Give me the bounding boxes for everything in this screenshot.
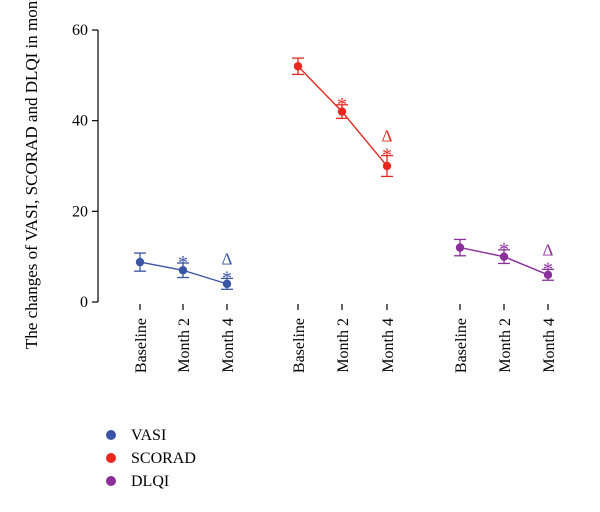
x-category-label: Month 4	[220, 318, 237, 373]
legend-item-dlqi: DLQI	[106, 473, 169, 490]
data-point-vasi	[178, 266, 188, 275]
data-point-scorad	[293, 62, 303, 71]
x-category-label: Baseline	[133, 318, 150, 373]
data-point-dlqi	[543, 270, 553, 279]
x-category-label: Month 4	[541, 318, 558, 373]
x-category-label: Baseline	[291, 318, 308, 373]
data-point-scorad	[337, 107, 347, 116]
plot-area: **Δ**Δ**Δ	[134, 57, 554, 290]
significance-delta: Δ	[543, 240, 554, 259]
y-tick-label: 20	[72, 203, 88, 220]
legend-label: DLQI	[131, 473, 169, 490]
data-point-scorad	[382, 161, 392, 171]
series-vasi: **Δ	[134, 249, 233, 290]
significance-star: *	[178, 252, 188, 274]
y-axis-label: The changes of VASI, SCORAD and DLQI in …	[22, 0, 41, 349]
y-tick-label: 0	[80, 294, 88, 311]
y-axis: 0 20 40 60	[72, 22, 99, 311]
significance-star: *	[382, 145, 392, 167]
y-tick-label: 40	[72, 113, 88, 130]
significance-star: *	[543, 258, 553, 280]
data-point-vasi	[135, 257, 145, 267]
x-category-label: Month 2	[176, 318, 193, 373]
y-tick-label: 60	[72, 22, 88, 39]
x-category-label: Month 4	[380, 318, 397, 373]
significance-delta: Δ	[382, 127, 393, 146]
series-scorad: **Δ	[292, 57, 393, 178]
legend-label: SCORAD	[131, 450, 196, 467]
significance-delta: Δ	[222, 249, 233, 268]
legend-marker	[106, 476, 116, 486]
legend-marker	[106, 430, 116, 440]
legend-item-vasi: VASI	[106, 427, 166, 444]
significance-star: *	[337, 94, 347, 116]
significance-star: *	[222, 267, 232, 289]
x-category-label: Month 2	[335, 318, 352, 373]
data-point-dlqi	[499, 252, 509, 261]
x-axis-category-labels: Baseline Month 2 Month 4 Baseline Month 2 Mon…	[133, 304, 558, 373]
series-dlqi: **Δ	[454, 238, 554, 281]
legend: VASI SCORAD DLQI	[106, 427, 196, 490]
x-category-label: Month 2	[497, 318, 514, 373]
data-point-dlqi	[455, 243, 465, 252]
x-category-label: Baseline	[453, 318, 470, 373]
legend-marker	[106, 453, 116, 463]
legend-label: VASI	[131, 427, 166, 444]
significance-star: *	[499, 239, 509, 261]
legend-item-scorad: SCORAD	[106, 450, 196, 467]
data-point-vasi	[222, 279, 232, 289]
